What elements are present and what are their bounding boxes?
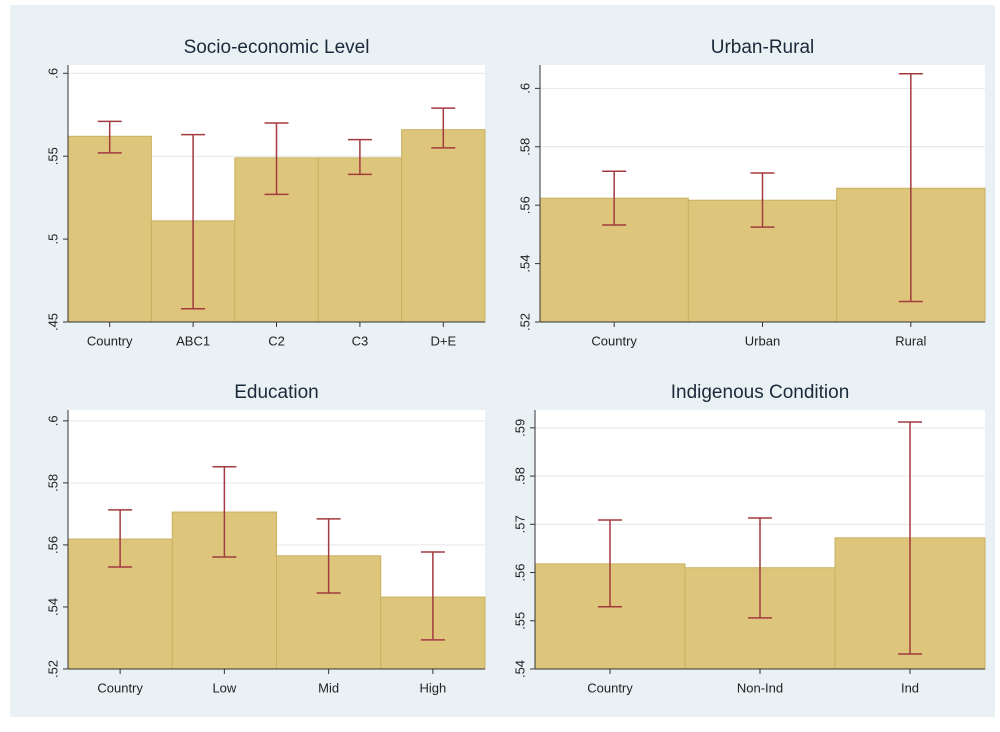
x-tick-label: D+E — [430, 333, 456, 348]
x-tick-label: Mid — [318, 680, 339, 695]
y-tick-label: .52 — [45, 660, 60, 678]
bar — [67, 135, 152, 323]
y-tick-label: .54 — [512, 660, 527, 678]
x-tick-label: Country — [97, 680, 143, 695]
y-tick-label: .59 — [512, 419, 527, 437]
y-tick-label: .55 — [512, 612, 527, 630]
x-tick-label: Country — [587, 680, 633, 695]
y-tick-label: .58 — [517, 138, 532, 156]
x-tick-label: Low — [212, 680, 236, 695]
y-tick-label: .54 — [517, 255, 532, 273]
y-tick-label: .55 — [45, 147, 60, 165]
y-tick-label: .56 — [517, 196, 532, 214]
x-tick-label: Ind — [901, 680, 919, 695]
y-tick-label: .58 — [512, 467, 527, 485]
y-tick-label: .5 — [45, 234, 60, 245]
bar — [401, 129, 486, 323]
x-tick-label: C2 — [268, 333, 285, 348]
x-tick-label: ABC1 — [176, 333, 210, 348]
y-tick-label: .6 — [45, 415, 60, 426]
x-tick-label: Country — [87, 333, 133, 348]
x-tick-label: High — [420, 680, 447, 695]
panel-title: Urban-Rural — [711, 37, 814, 58]
y-tick-label: .52 — [517, 313, 532, 331]
y-tick-label: .58 — [45, 474, 60, 492]
bar — [317, 157, 403, 323]
y-tick-label: .6 — [45, 68, 60, 79]
panel-title: Socio-economic Level — [184, 37, 370, 58]
panel-title: Education — [234, 382, 319, 403]
panel-title: Indigenous Condition — [671, 382, 850, 403]
y-tick-label: .57 — [512, 515, 527, 533]
x-tick-label: C3 — [352, 333, 369, 348]
x-tick-label: Rural — [895, 333, 926, 348]
y-tick-label: .45 — [45, 313, 60, 331]
y-tick-label: .54 — [45, 598, 60, 616]
x-tick-label: Non-Ind — [737, 680, 783, 695]
y-tick-label: .56 — [45, 536, 60, 554]
y-tick-label: .56 — [512, 563, 527, 581]
x-tick-label: Urban — [745, 333, 780, 348]
y-tick-label: .6 — [517, 83, 532, 94]
x-tick-label: Country — [591, 333, 637, 348]
